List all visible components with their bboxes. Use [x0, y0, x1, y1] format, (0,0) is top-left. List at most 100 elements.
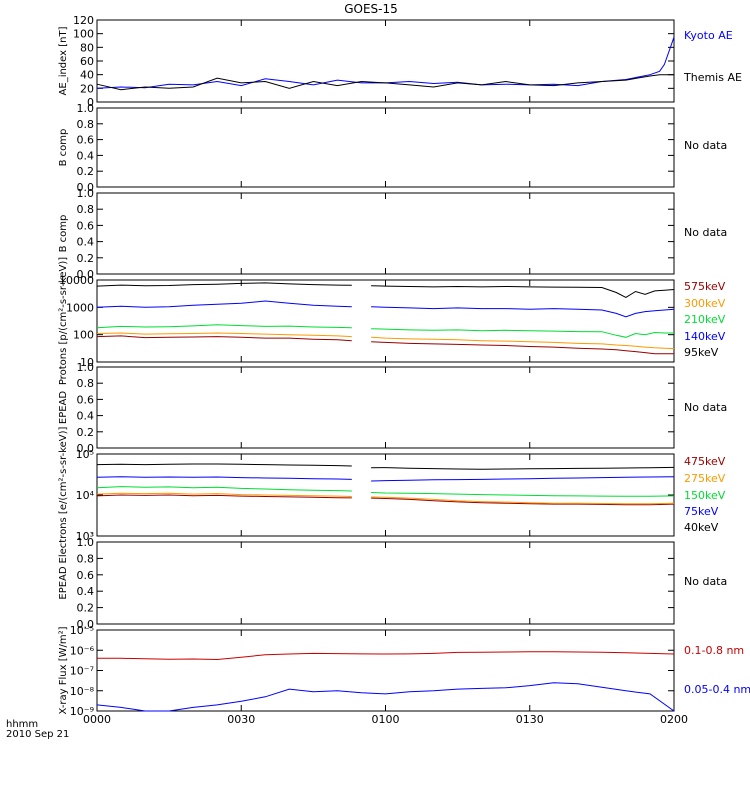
series-line-Themis-AE	[96, 74, 674, 91]
panel-frame	[96, 629, 675, 712]
series-line-140keV	[96, 300, 352, 308]
no-data-note: No data	[684, 575, 727, 588]
y-axis-label: EPEAD	[58, 391, 69, 425]
y-tick-label: 0.4	[77, 149, 95, 162]
series-line-275keV	[96, 492, 352, 497]
legend-475keV: 475keV	[684, 455, 726, 468]
y-axis-label: B comp	[58, 129, 69, 167]
series-line-150keV	[371, 492, 675, 497]
panel-epead2: 0.0 0.2 0.4 0.6 0.8 1.0 EPEAD No data	[58, 536, 727, 631]
panel-b1: 0.0 0.2 0.4 0.6 0.8 1.0 B comp No data	[58, 102, 727, 194]
series-line-475keV	[371, 497, 675, 506]
legend-75keV: 75keV	[684, 505, 719, 518]
y-tick-label: 0.0	[77, 268, 95, 281]
legend-300keV: 300keV	[684, 297, 726, 310]
legend-140keV: 140keV	[684, 330, 726, 343]
y-tick-label: 40	[80, 69, 94, 82]
no-data-note: No data	[684, 401, 727, 414]
panel-frame	[96, 107, 675, 188]
legend-Themis-AE: Themis AE	[683, 71, 742, 84]
y-axis-label: Protons [p/(cm²-s-sr-keV)]	[58, 257, 69, 385]
panel-frame	[96, 366, 675, 449]
y-tick-label: 0.2	[77, 165, 95, 178]
y-tick-label: 10⁻⁷	[70, 665, 94, 678]
series-line-150keV	[96, 486, 352, 492]
y-tick-label: 0.0	[77, 618, 95, 631]
x-tick-label: 0100	[372, 713, 400, 726]
date-label: 2010 Sep 21	[6, 729, 69, 740]
legend-Kyoto-AE: Kyoto AE	[684, 29, 733, 42]
y-tick-label: 10⁵	[76, 448, 94, 461]
y-tick-label: 10	[80, 356, 94, 369]
series-line-0-05-0-4-nm	[96, 682, 675, 712]
y-tick-label: 1.0	[77, 102, 95, 115]
y-tick-label: 0.6	[77, 393, 95, 406]
y-tick-label: 0.0	[77, 181, 95, 194]
legend-210keV: 210keV	[684, 313, 726, 326]
panel-electrons: 10³ 10⁴ 10⁵ Electrons [e/(cm²-s-sr-keV)] 475…	[58, 426, 726, 563]
chart-title: GOES-15	[344, 2, 398, 16]
series-line-95keV	[371, 285, 675, 298]
y-tick-label: 0.8	[77, 118, 95, 131]
y-tick-label: 0.0	[77, 442, 95, 455]
series-line-140keV	[371, 306, 675, 318]
y-tick-label: 10⁻⁹	[70, 705, 94, 718]
y-tick-label: 0	[87, 96, 94, 109]
panel-xray: 10⁻⁹ 10⁻⁸ 10⁻⁷ 10⁻⁶ 10⁻⁵X-ray Flux [W/m²] 0.1…	[58, 624, 750, 718]
legend-575keV: 575keV	[684, 280, 726, 293]
y-tick-label: 0.8	[77, 377, 95, 390]
y-tick-label: 1000	[66, 301, 94, 314]
y-tick-label: 20	[80, 82, 94, 95]
panel-frame	[96, 19, 675, 103]
series-line-575keV	[96, 335, 352, 342]
series-line-75keV	[96, 476, 352, 480]
y-tick-label: 0.2	[77, 252, 95, 265]
series-line-475keV	[96, 494, 352, 499]
y-axis-label: B comp	[58, 215, 69, 253]
panel-epead1: 0.0 0.2 0.4 0.6 0.8 1.0 EPEAD No data	[58, 361, 727, 455]
y-tick-label: 0.8	[77, 552, 95, 565]
y-tick-label: 0.4	[77, 585, 95, 598]
series-line-275keV	[371, 496, 675, 505]
series-line-300keV	[96, 332, 352, 338]
legend-275keV: 275keV	[684, 472, 726, 485]
series-line-Kyoto-AE	[96, 36, 675, 89]
y-tick-label: 1.0	[77, 536, 95, 549]
legend-150keV: 150keV	[684, 489, 726, 502]
series-line-300keV	[371, 336, 675, 350]
x-tick-label: 0200	[660, 713, 688, 726]
time-axis-label: hhmm	[6, 719, 38, 730]
y-tick-label: 10⁻⁶	[70, 644, 95, 657]
series-line-575keV	[371, 341, 674, 355]
y-tick-label: 0.8	[77, 203, 95, 216]
x-tick-label: 0130	[516, 713, 544, 726]
panel-frame	[96, 192, 675, 275]
y-tick-label: 0.6	[77, 134, 95, 147]
y-tick-label: 0.6	[77, 569, 95, 582]
series-line-40keV	[371, 466, 675, 470]
y-axis-label: AE_index [nT]	[58, 26, 69, 95]
y-tick-label: 0.2	[77, 602, 95, 615]
series-line-0-1-0-8-nm	[97, 651, 675, 661]
legend-0-1-0-8-nm: 0.1-0.8 nm	[684, 644, 744, 657]
y-tick-label: 0.4	[77, 410, 95, 423]
panel-frame	[96, 279, 675, 363]
panel-frame	[96, 541, 675, 625]
y-tick-label: 1.0	[77, 187, 95, 200]
y-tick-label: 0.2	[77, 426, 95, 439]
y-tick-label: 10⁻⁸	[70, 685, 95, 698]
y-tick-label: 120	[73, 14, 94, 27]
x-tick-label: 0000	[83, 713, 111, 726]
y-tick-label: 100	[73, 329, 94, 342]
y-tick-label: 0.6	[77, 219, 95, 232]
y-axis-label: X-ray Flux [W/m²]	[58, 626, 69, 714]
y-tick-label: 10000	[59, 274, 94, 287]
y-tick-label: 60	[80, 55, 94, 68]
no-data-note: No data	[684, 226, 727, 239]
y-tick-label: 100	[73, 28, 94, 41]
y-axis-label: EPEAD	[58, 566, 69, 600]
y-tick-label: 1.0	[77, 361, 95, 374]
y-tick-label: 0.4	[77, 236, 95, 249]
